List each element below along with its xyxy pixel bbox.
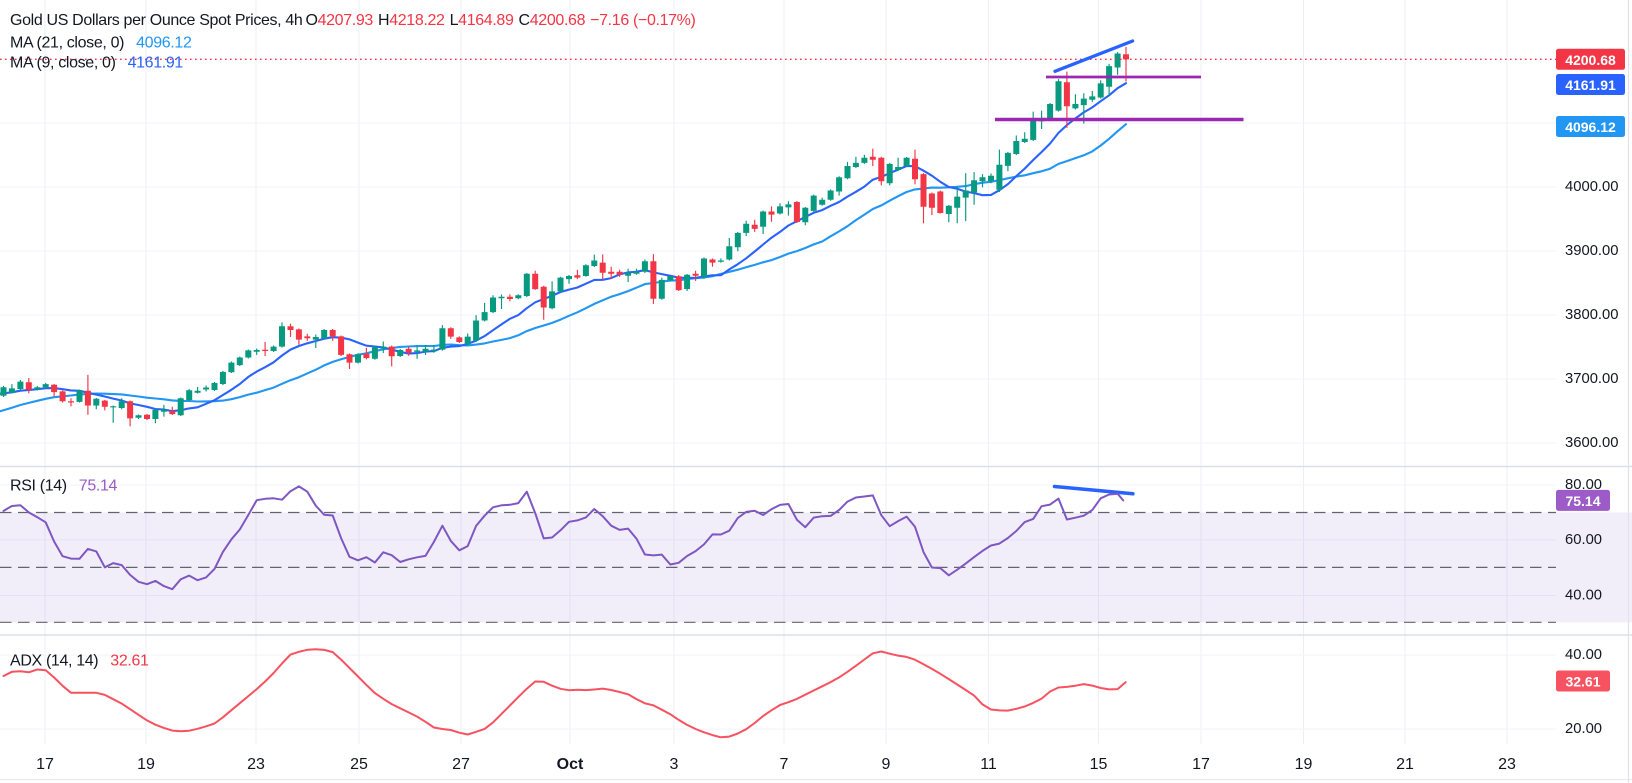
svg-text:15: 15 (1090, 756, 1108, 773)
svg-text:19: 19 (137, 756, 155, 773)
svg-text:3600.00: 3600.00 (1565, 435, 1619, 451)
svg-text:3: 3 (670, 756, 679, 773)
svg-text:32.61: 32.61 (1565, 674, 1600, 690)
svg-text:21: 21 (1396, 756, 1414, 773)
svg-text:4200.68: 4200.68 (1565, 52, 1616, 68)
svg-text:19: 19 (1295, 756, 1313, 773)
svg-text:3800.00: 3800.00 (1565, 307, 1619, 323)
svg-text:23: 23 (247, 756, 265, 773)
svg-text:7: 7 (780, 756, 789, 773)
svg-text:RSI (14)75.14: RSI (14) 75.14 (10, 478, 118, 495)
svg-text:75.14: 75.14 (1565, 493, 1600, 509)
svg-text:40.00: 40.00 (1565, 647, 1602, 663)
svg-text:80.00: 80.00 (1565, 477, 1602, 493)
svg-text:17: 17 (36, 756, 54, 773)
svg-text:60.00: 60.00 (1565, 532, 1602, 548)
svg-text:MA (21, close, 0)4096.12: MA (21, close, 0) 4096.12 (10, 35, 192, 52)
svg-text:20.00: 20.00 (1565, 721, 1602, 737)
svg-text:40.00: 40.00 (1565, 588, 1602, 604)
svg-text:3900.00: 3900.00 (1565, 243, 1619, 259)
svg-text:ADX (14, 14)32.61: ADX (14, 14) 32.61 (10, 653, 149, 670)
svg-text:25: 25 (350, 756, 368, 773)
svg-text:23: 23 (1498, 756, 1516, 773)
svg-text:17: 17 (1192, 756, 1210, 773)
svg-text:27: 27 (452, 756, 470, 773)
svg-text:11: 11 (980, 756, 997, 773)
svg-text:Gold US Dollars per Ounce Spot: Gold US Dollars per Ounce Spot Prices, 4… (10, 12, 696, 29)
svg-text:4000.00: 4000.00 (1565, 179, 1619, 195)
svg-text:4161.91: 4161.91 (1565, 77, 1616, 93)
svg-text:4096.12: 4096.12 (1565, 119, 1616, 135)
svg-text:MA (9, close, 0)4161.91: MA (9, close, 0) 4161.91 (10, 55, 183, 72)
svg-text:9: 9 (882, 756, 891, 773)
svg-text:3700.00: 3700.00 (1565, 371, 1619, 387)
svg-text:Oct: Oct (557, 756, 584, 773)
